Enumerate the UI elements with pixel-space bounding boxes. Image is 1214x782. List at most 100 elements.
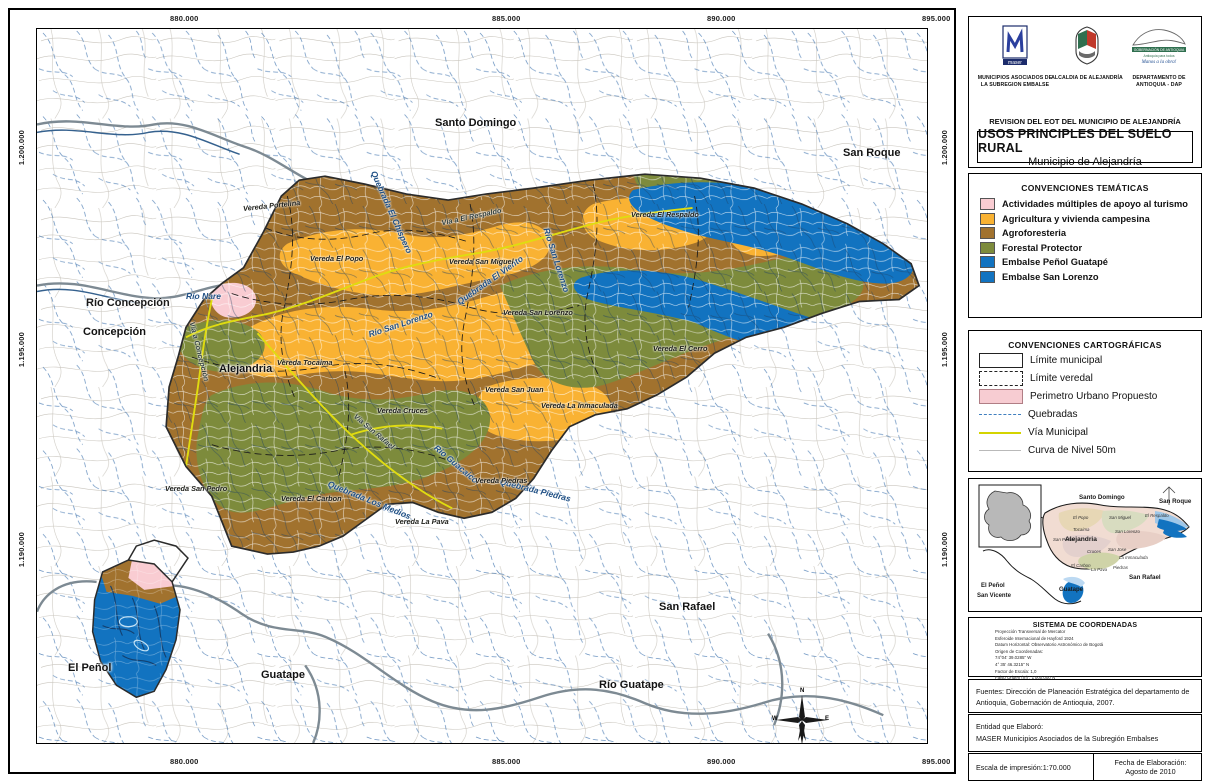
logo-maser-caption: MUNICIPIOS ASOCIADOS DE LA SUBREGION EMB… — [977, 75, 1053, 89]
legend-item[interactable]: Agricultura y vivienda campesina — [980, 212, 1201, 225]
carto-item[interactable]: Límite veredal — [979, 371, 1201, 386]
legend-item[interactable]: Agroforesteria — [980, 227, 1201, 239]
vereda-label: Vereda La Pava — [395, 517, 449, 526]
coord-line: Factor de Escala: 1,0 — [995, 668, 1037, 674]
thematic-legend-heading: CONVENCIONES TEMÁTICAS — [1021, 183, 1149, 193]
town-label: San Roque — [843, 147, 901, 159]
carto-item[interactable]: Vía Municipal — [979, 425, 1201, 440]
carto-label: Vía Municipal — [1028, 427, 1089, 438]
locator-inset-map[interactable]: Santo Domingo San Roque Alejandria San R… — [968, 478, 1202, 612]
logo-alcaldia: ALCALDIA DE ALEJANDRÍA — [1049, 25, 1125, 82]
y-tick-label: 1.200.000 — [17, 130, 26, 166]
compass-south-label: S — [800, 743, 804, 744]
carto-item[interactable]: Curva de Nivel 50m — [979, 443, 1201, 458]
coord-line: 4° 35' 46.3215" N — [995, 662, 1030, 668]
print-scale-cell: Escala de impresión:1:70.000 — [969, 754, 1094, 780]
logo-gobernacion-caption: DEPARTAMENTO DE ANTIOQUIA - DAP — [1132, 75, 1186, 89]
vereda-label: Vereda El Cerro — [653, 344, 708, 353]
coord-line: Proyección Transversal de Mercator — [995, 629, 1066, 634]
legend-item[interactable]: Forestal Protector — [980, 241, 1201, 254]
x-tick-label: 890.000 — [707, 14, 736, 23]
locator-inset-graphic: Santo Domingo San Roque Alejandria San R… — [969, 479, 1201, 611]
map-vector-layer — [37, 29, 927, 743]
coordinate-system-block: SISTEMA DE COORDENADAS Proyección Transv… — [968, 617, 1202, 687]
legend-label: Actividades múltiples de apoyo al turism… — [1002, 199, 1188, 209]
svg-text:San Lorenzo: San Lorenzo — [1115, 529, 1140, 534]
author-label: Entidad que Elaboró: — [976, 722, 1044, 731]
vereda-label: Vereda La Inmaculada — [541, 401, 618, 410]
limite-veredal-key-icon — [979, 371, 1023, 386]
town-label: Concepción — [83, 326, 146, 338]
municipality-landuse — [166, 174, 920, 555]
svg-text:Santo Domingo: Santo Domingo — [1079, 494, 1125, 501]
legend-swatch-embalse-penol — [980, 256, 995, 268]
svg-text:Antioquia para todos: Antioquia para todos — [1143, 54, 1174, 58]
carto-label: Perimetro Urbano Propuesto — [1030, 391, 1158, 402]
carto-item[interactable]: Límite municipal — [979, 353, 1201, 368]
vereda-label: Vereda Tocaima — [277, 358, 333, 367]
legend-label: Agricultura y vivienda campesina — [1002, 213, 1150, 224]
logo-alcaldia-caption: ALCALDIA DE ALEJANDRÍA — [1051, 75, 1123, 81]
compass-icon — [776, 695, 828, 743]
y-tick-label: 1.200.000 — [940, 130, 949, 166]
svg-text:La Pava: La Pava — [1091, 567, 1108, 572]
svg-text:Alejandria: Alejandria — [1065, 536, 1097, 543]
town-label: Río Guatape — [599, 679, 664, 691]
revision-title: REVISION DEL EOT DEL MUNICIPIO DE ALEJAN… — [989, 117, 1181, 126]
svg-text:San Rafael: San Rafael — [1129, 574, 1161, 581]
author-block: Entidad que Elaboró: MASER Municipios As… — [968, 714, 1202, 752]
map-title-box: USOS PRINCIPLES DEL SUELO RURAL Municipi… — [977, 127, 1193, 168]
vereda-label: Vereda El Carbon — [281, 494, 342, 503]
date-cell: Fecha de Elaboración: Agosto de 2010 — [1093, 754, 1201, 780]
footer-block: Escala de impresión:1:70.000 Fecha de El… — [968, 753, 1202, 781]
x-tick-label: 895.000 — [922, 14, 951, 23]
compass-east-label: E — [825, 716, 830, 722]
logo-maser: maser MUNICIPIOS ASOCIADOS DE LA SUBREGI… — [977, 25, 1053, 89]
carto-label: Curva de Nivel 50m — [1028, 445, 1116, 456]
town-label: Río Concepción — [86, 297, 170, 309]
svg-text:San Miguel: San Miguel — [1109, 515, 1132, 520]
coordinate-system-heading: SISTEMA DE COORDENADAS — [1032, 622, 1138, 629]
municipal-boundary — [165, 173, 921, 555]
carto-label: Límite municipal — [1030, 355, 1103, 366]
town-label: Guatape — [261, 669, 306, 681]
compass-rose: N S W E — [772, 688, 832, 744]
legend-swatch-turismo — [980, 198, 995, 210]
map-canvas[interactable]: Santo Domingo San Roque Río Concepción C… — [36, 28, 928, 744]
vereda-label: Vereda El Respaldo — [631, 210, 699, 219]
svg-text:El Respaldo: El Respaldo — [1145, 513, 1169, 518]
hydrography-label: Río Nare — [186, 291, 221, 301]
vereda-label: Vereda San Miguel — [449, 257, 514, 266]
legend-swatch-embalse-sanlorenzo — [980, 270, 995, 283]
vereda-label: Vereda Cruces — [377, 406, 428, 415]
legend-item[interactable]: Embalse Peñol Guatapé — [980, 256, 1201, 268]
coord-line: 74°04' 39.0285" W — [995, 655, 1032, 661]
svg-text:El Carbon: El Carbon — [1071, 563, 1091, 568]
sources-block: Fuentes: Dirección de Planeación Estraté… — [968, 679, 1202, 713]
svg-text:Cruces: Cruces — [1087, 549, 1102, 554]
author-text: MASER Municipios Asociados de la Subregi… — [976, 734, 1159, 744]
y-tick-label: 1.195.000 — [940, 332, 949, 368]
logo-gobernacion: GOBERNACIÓN DE ANTIOQUIA Antioquia para … — [1121, 25, 1197, 89]
svg-text:El Popo: El Popo — [1073, 515, 1089, 520]
svg-text:Guatape: Guatape — [1059, 587, 1084, 593]
coord-line: Origen de Coordenadas: — [995, 648, 1044, 654]
y-tick-label: 1.190.000 — [940, 532, 949, 568]
x-tick-label: 880.000 — [170, 757, 199, 766]
carto-item[interactable]: Quebradas — [979, 407, 1201, 422]
town-label: Santo Domingo — [435, 117, 517, 129]
map-legend-panel: maser MUNICIPIOS ASOCIADOS DE LA SUBREGI… — [964, 8, 1206, 781]
legend-item[interactable]: Embalse San Lorenzo — [980, 270, 1201, 283]
carto-item[interactable]: Perimetro Urbano Propuesto — [979, 389, 1201, 404]
compass-west-label: W — [772, 716, 778, 722]
legend-item[interactable]: Actividades múltiples de apoyo al turism… — [980, 198, 1201, 210]
vereda-label: Vereda San Pedro — [165, 484, 228, 493]
compass-north-label: N — [800, 688, 805, 694]
svg-text:Piedras: Piedras — [1113, 565, 1129, 570]
gobernacion-antioquia-logo-icon: GOBERNACIÓN DE ANTIOQUIA Antioquia para … — [1132, 29, 1186, 65]
legend-label: Embalse Peñol Guatapé — [1002, 257, 1108, 267]
title-block: maser MUNICIPIOS ASOCIADOS DE LA SUBREGI… — [968, 16, 1202, 168]
map-frame: 880.000 885.000 890.000 895.000 900.000 … — [8, 8, 956, 774]
vereda-label: Vereda San Lorenzo — [503, 308, 573, 317]
vereda-label: Vereda El Popo — [310, 254, 364, 263]
